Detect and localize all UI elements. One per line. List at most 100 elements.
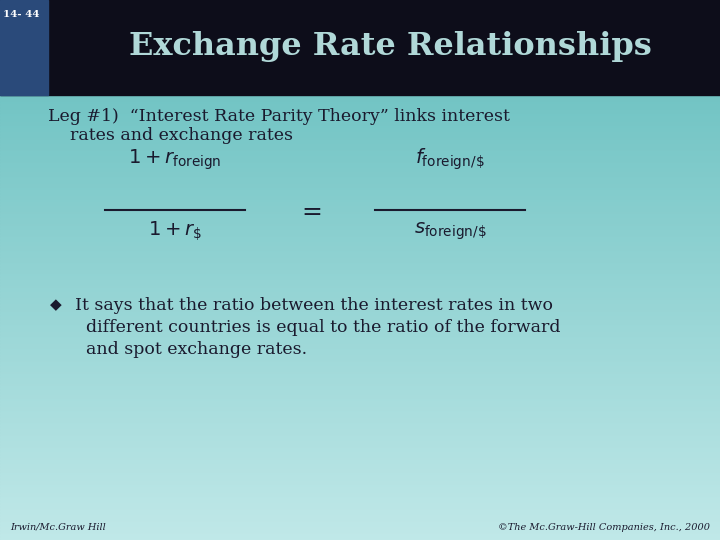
Bar (0, 355, 720, 356)
Bar (0, 288, 720, 289)
Bar (0, 206, 720, 208)
Text: $=$: $=$ (297, 198, 323, 222)
Bar (0, 255, 720, 256)
Bar (0, 393, 720, 395)
Bar (0, 526, 720, 528)
Bar (0, 431, 720, 433)
Bar (0, 178, 720, 179)
Text: 14- 44: 14- 44 (3, 10, 40, 19)
Bar (0, 208, 720, 209)
Bar (0, 126, 720, 127)
Bar (0, 270, 720, 272)
Bar (0, 139, 720, 141)
Bar (0, 362, 720, 363)
Bar (0, 334, 720, 335)
Bar (0, 172, 720, 174)
Bar (0, 409, 720, 411)
Bar (0, 141, 720, 143)
Text: $1 + r_{\mathrm{foreign}}$: $1 + r_{\mathrm{foreign}}$ (128, 147, 222, 172)
Bar (0, 123, 720, 125)
Bar (0, 0, 720, 95)
Bar (0, 125, 720, 126)
Text: different countries is equal to the ratio of the forward: different countries is equal to the rati… (75, 319, 560, 336)
Bar (0, 267, 720, 268)
Bar (0, 482, 720, 484)
Bar (0, 217, 720, 218)
Bar (0, 447, 720, 448)
Bar (0, 374, 720, 375)
Bar (0, 512, 720, 514)
Bar (0, 346, 720, 347)
Bar (0, 97, 720, 98)
Bar (0, 536, 720, 537)
Bar (0, 510, 720, 512)
Bar (0, 218, 720, 220)
Bar (0, 359, 720, 361)
Bar (0, 534, 720, 536)
Bar (0, 175, 720, 177)
Bar (0, 411, 720, 413)
Bar (0, 151, 720, 153)
Bar (0, 491, 720, 492)
Bar (0, 310, 720, 312)
Bar (0, 312, 720, 313)
Bar (0, 138, 720, 139)
Bar (0, 297, 720, 298)
Bar (0, 538, 720, 540)
Bar (0, 268, 720, 270)
Text: ©The Mc.Graw-Hill Companies, Inc., 2000: ©The Mc.Graw-Hill Companies, Inc., 2000 (498, 523, 710, 532)
Bar (0, 423, 720, 424)
Bar (0, 326, 720, 328)
Bar (0, 196, 720, 197)
Bar (0, 473, 720, 475)
Bar (0, 373, 720, 374)
Bar (0, 340, 720, 341)
Bar (0, 300, 720, 301)
Bar (0, 147, 720, 149)
Bar (0, 166, 720, 168)
Bar (0, 405, 720, 407)
Bar (0, 424, 720, 426)
Bar (0, 503, 720, 504)
Text: Irwin/Mc.Graw Hill: Irwin/Mc.Graw Hill (10, 523, 106, 532)
Bar (0, 279, 720, 280)
Bar (0, 187, 720, 188)
Bar (0, 353, 720, 355)
Bar (0, 171, 720, 172)
Bar (0, 114, 720, 116)
Bar (0, 335, 720, 337)
Bar (0, 383, 720, 384)
Bar (0, 302, 720, 304)
Bar (0, 276, 720, 278)
Bar (0, 508, 720, 509)
Bar (0, 256, 720, 258)
Bar (0, 135, 720, 137)
Text: rates and exchange rates: rates and exchange rates (48, 127, 293, 144)
Bar (0, 132, 720, 133)
Bar (0, 484, 720, 485)
Bar (0, 285, 720, 286)
Bar (0, 402, 720, 403)
Bar (0, 467, 720, 469)
Bar (0, 116, 720, 117)
Bar (0, 357, 720, 359)
Bar (0, 191, 720, 193)
Bar (0, 120, 720, 122)
Bar (0, 249, 720, 251)
Bar (0, 343, 720, 344)
Bar (0, 322, 720, 323)
Bar (0, 414, 720, 415)
Bar (0, 387, 720, 389)
Bar (0, 227, 720, 228)
Bar (0, 127, 720, 129)
Bar (0, 174, 720, 175)
Bar (0, 233, 720, 234)
Bar (0, 325, 720, 326)
Bar (0, 286, 720, 288)
Bar (0, 403, 720, 405)
Bar (0, 347, 720, 349)
Bar (0, 515, 720, 516)
Bar (0, 238, 720, 239)
Bar (0, 455, 720, 457)
Bar (0, 143, 720, 144)
